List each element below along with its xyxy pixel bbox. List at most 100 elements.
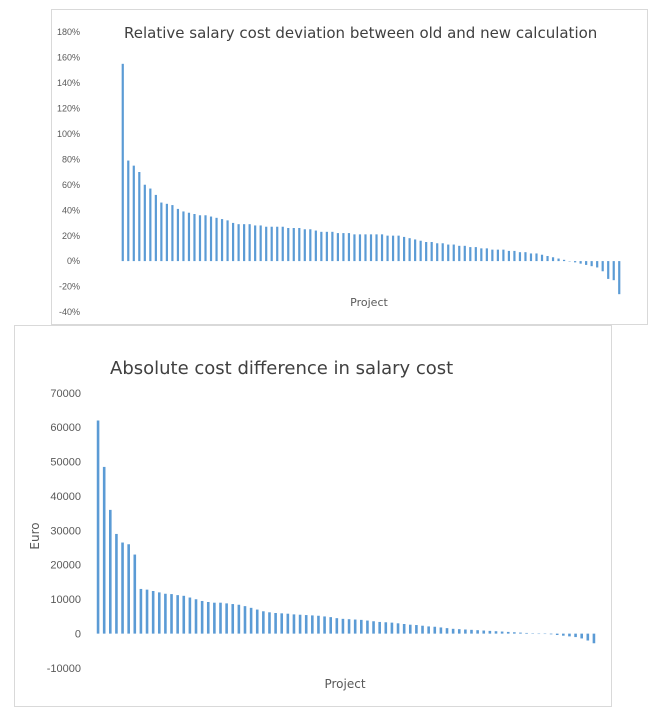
y-tick-label: 80% <box>62 154 80 164</box>
bar <box>326 232 328 261</box>
bar <box>97 421 100 634</box>
bar <box>317 616 320 634</box>
bar <box>580 261 582 264</box>
y-tick-label: 120% <box>57 104 80 114</box>
bar <box>453 245 455 262</box>
bar <box>546 256 548 261</box>
bar <box>260 225 262 261</box>
bar <box>204 215 206 261</box>
bar <box>530 253 532 261</box>
bar <box>221 219 223 261</box>
bar <box>170 594 173 634</box>
bar <box>593 634 596 644</box>
y-tick-label: 100% <box>57 129 80 139</box>
bar <box>304 229 306 261</box>
bar <box>587 634 590 641</box>
bar <box>193 214 195 261</box>
bar <box>359 234 361 261</box>
bar <box>195 599 198 633</box>
bar <box>182 596 185 634</box>
bar <box>497 250 499 261</box>
y-tick-label: 70000 <box>50 388 81 400</box>
bar <box>293 614 296 633</box>
bar <box>513 632 516 633</box>
bar <box>342 619 345 634</box>
bar <box>311 615 314 633</box>
bar <box>354 620 357 634</box>
bar <box>282 227 284 261</box>
x-axis-title: Project <box>350 296 388 309</box>
bar <box>171 205 173 261</box>
bar <box>225 603 228 633</box>
bar <box>146 590 149 634</box>
y-tick-label: 50000 <box>50 457 81 469</box>
bar <box>596 261 598 267</box>
bar <box>164 594 167 634</box>
bar <box>342 233 344 261</box>
bar <box>563 260 565 261</box>
y-tick-label: 20% <box>62 231 80 241</box>
bar <box>364 234 366 261</box>
bar <box>103 467 106 634</box>
bar <box>372 621 375 633</box>
relative-deviation-chart: Relative salary cost deviation between o… <box>51 9 648 325</box>
bar <box>140 589 143 634</box>
bar <box>550 634 553 635</box>
bar <box>176 595 179 634</box>
relative-deviation-svg: Relative salary cost deviation between o… <box>52 10 649 326</box>
bar <box>109 510 112 634</box>
bar <box>256 610 259 634</box>
chart-title: Relative salary cost deviation between o… <box>124 24 597 42</box>
bar <box>115 534 118 634</box>
bar <box>591 261 593 266</box>
y-tick-label: -20% <box>59 282 80 292</box>
bar <box>431 242 433 261</box>
bar <box>144 185 146 261</box>
bar <box>421 626 424 634</box>
bar <box>121 543 124 634</box>
bar <box>502 250 504 261</box>
bar <box>127 544 130 633</box>
bar <box>274 613 277 634</box>
bar <box>276 227 278 261</box>
y-tick-label: -10000 <box>47 663 81 675</box>
bar <box>298 228 300 261</box>
bar <box>287 228 289 261</box>
bar <box>232 223 234 261</box>
bar <box>414 239 416 261</box>
y-tick-label: 20000 <box>50 560 81 572</box>
bar <box>329 617 332 634</box>
bar <box>491 250 493 261</box>
bar <box>201 601 204 634</box>
bar <box>219 603 222 634</box>
bar <box>574 261 576 262</box>
bar <box>452 629 455 634</box>
absolute-difference-chart: Absolute cost difference in salary cost … <box>14 325 612 707</box>
bar <box>337 233 339 261</box>
bar <box>425 242 427 261</box>
bar <box>458 629 461 633</box>
bar <box>409 238 411 261</box>
bar <box>470 630 473 634</box>
bar <box>557 259 559 262</box>
bar <box>475 247 477 261</box>
bar <box>524 252 526 261</box>
bar <box>189 598 192 634</box>
bar <box>403 237 405 261</box>
bar <box>213 603 216 634</box>
bar <box>133 555 136 634</box>
bar <box>501 632 504 634</box>
bar <box>122 64 124 261</box>
bar <box>348 619 351 633</box>
bar <box>280 613 283 633</box>
bar <box>323 616 326 633</box>
bar <box>446 628 449 634</box>
bar <box>177 209 179 261</box>
bar <box>231 604 234 634</box>
bar <box>305 615 308 634</box>
bar <box>360 620 363 634</box>
bar <box>265 227 267 261</box>
bar <box>469 247 471 261</box>
bar <box>580 634 583 639</box>
bar <box>420 241 422 261</box>
